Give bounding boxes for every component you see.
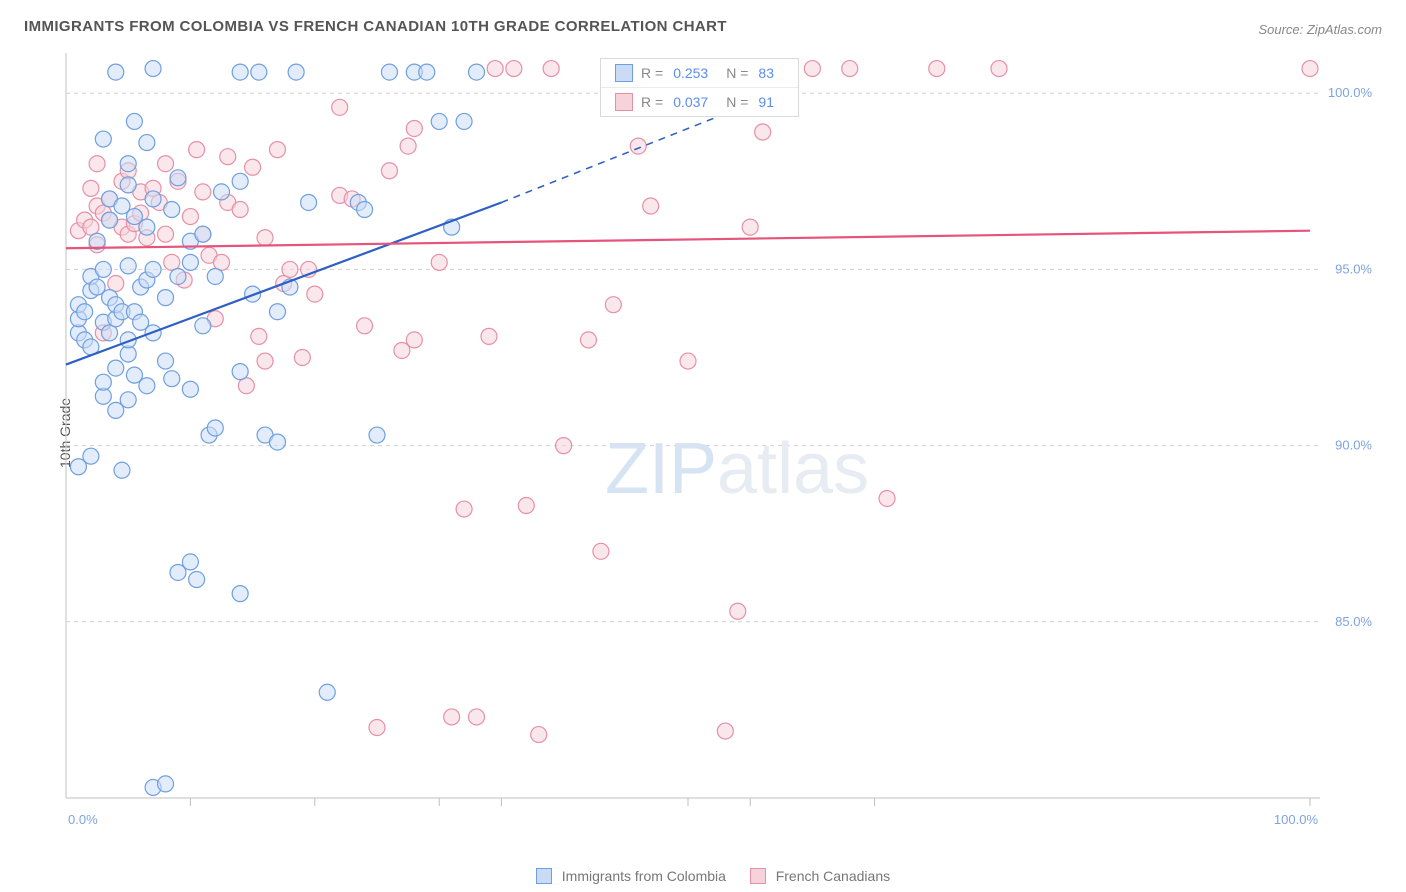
legend-bottom-label-1: Immigrants from Colombia bbox=[562, 868, 726, 884]
legend-swatch-pink bbox=[615, 93, 633, 111]
svg-text:95.0%: 95.0% bbox=[1335, 261, 1372, 276]
n-label-2: N = bbox=[726, 94, 748, 110]
legend-bottom-swatch-pink bbox=[750, 868, 766, 884]
r-value-2: 0.037 bbox=[673, 94, 708, 110]
svg-text:90.0%: 90.0% bbox=[1335, 438, 1372, 453]
legend-bottom-swatch-blue bbox=[536, 868, 552, 884]
source-attribution: Source: ZipAtlas.com bbox=[1258, 22, 1382, 37]
n-value-1: 83 bbox=[758, 65, 774, 81]
legend-stats: R = 0.253 N = 83 R = 0.037 N = 91 bbox=[600, 58, 799, 117]
chart-title: IMMIGRANTS FROM COLOMBIA VS FRENCH CANAD… bbox=[24, 18, 727, 35]
n-label-1: N = bbox=[726, 65, 748, 81]
legend-stats-row-2: R = 0.037 N = 91 bbox=[601, 88, 798, 116]
svg-text:100.0%: 100.0% bbox=[1274, 812, 1319, 827]
svg-text:0.0%: 0.0% bbox=[68, 812, 98, 827]
plot-area: 10th Grade 85.0%90.0%95.0%100.0%0.0%100.… bbox=[45, 48, 1385, 838]
n-value-2: 91 bbox=[758, 94, 774, 110]
svg-text:85.0%: 85.0% bbox=[1335, 614, 1372, 629]
legend-bottom-label-2: French Canadians bbox=[776, 868, 890, 884]
r-label-1: R = bbox=[641, 65, 663, 81]
legend-swatch-blue bbox=[615, 64, 633, 82]
r-value-1: 0.253 bbox=[673, 65, 708, 81]
r-label-2: R = bbox=[641, 94, 663, 110]
legend-series: Immigrants from Colombia French Canadian… bbox=[0, 868, 1406, 884]
legend-stats-row-1: R = 0.253 N = 83 bbox=[601, 59, 798, 88]
svg-text:100.0%: 100.0% bbox=[1328, 85, 1373, 100]
scatter-chart-svg: 85.0% 90.0% 95.0% 100.0% 0.0% 100.0% bbox=[60, 48, 1380, 838]
